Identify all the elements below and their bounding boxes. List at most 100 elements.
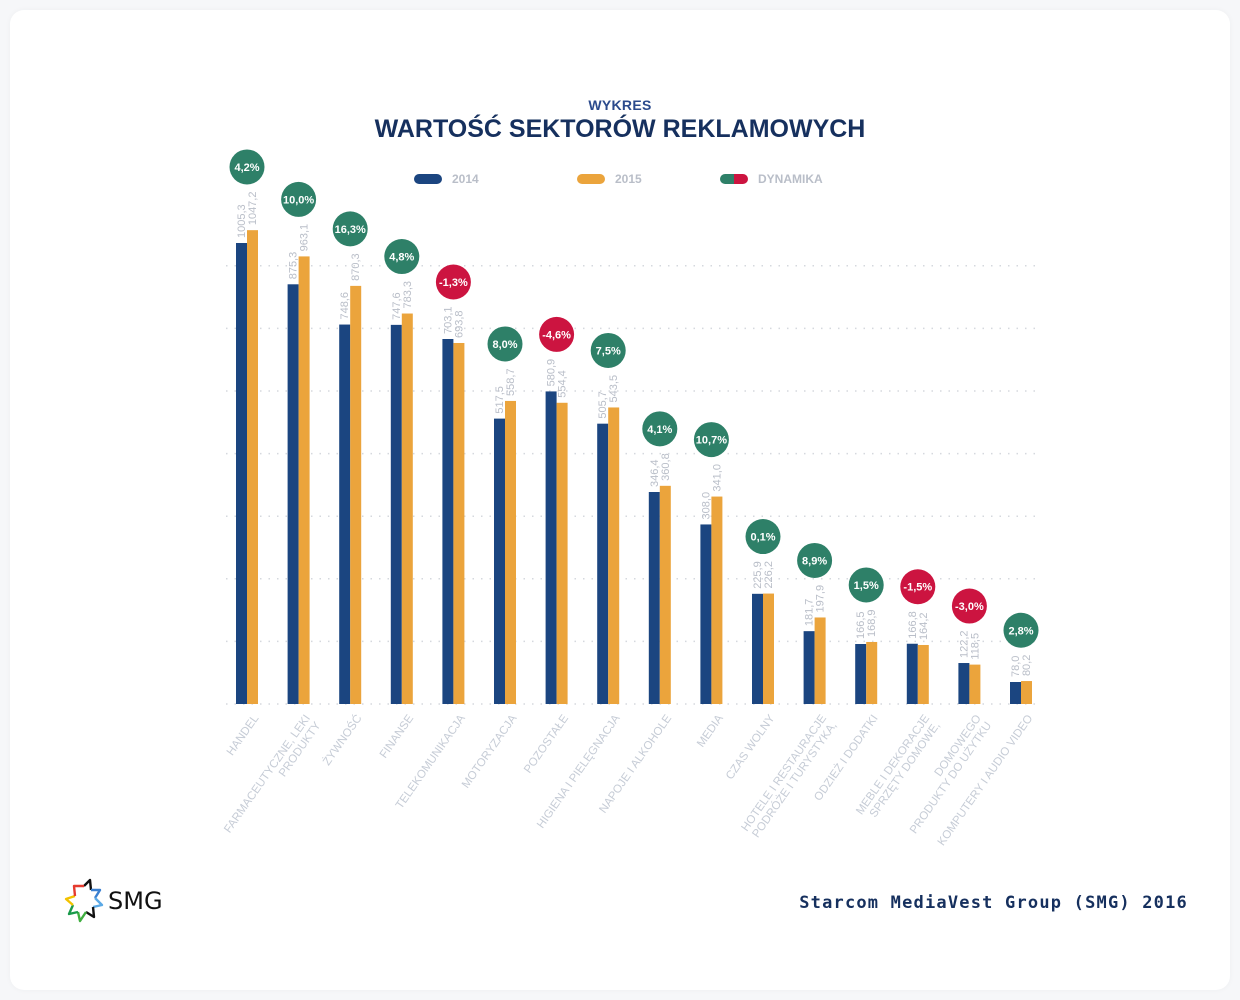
dynamics-bubble xyxy=(951,588,987,624)
dynamics-bubble xyxy=(745,519,781,555)
bar-2014 xyxy=(803,631,815,704)
value-label-2014: 166,5 xyxy=(855,611,867,639)
source-credit: Starcom MediaVest Group (SMG) 2016 xyxy=(799,893,1188,913)
dynamics-label: 4,1% xyxy=(647,424,672,436)
legend-swatch-2014 xyxy=(414,174,442,184)
bar-2014 xyxy=(390,324,402,704)
bar-2014 xyxy=(906,643,918,704)
bar-2015 xyxy=(247,230,258,705)
bar-2014 xyxy=(494,418,505,704)
category-label: HOTELE I RESTAURACJE xyxy=(739,713,829,834)
legend-label-2014: 2014 xyxy=(452,172,479,186)
legend-item-2015: 2015 xyxy=(577,172,642,186)
legend-label-dynamika: DYNAMIKA xyxy=(758,172,823,186)
value-label-2015: 543,5 xyxy=(608,375,620,403)
value-label-2015: 558,7 xyxy=(505,368,517,396)
category-label: ŻYWNOŚĆ xyxy=(320,712,364,768)
legend-item-2014: 2014 xyxy=(414,172,479,186)
dynamics-label: 16,3% xyxy=(335,224,366,236)
value-label-2014: 580,9 xyxy=(546,359,558,387)
bar-2015 xyxy=(917,644,929,704)
legend-swatch-dynamika xyxy=(720,174,748,184)
bar-2014 xyxy=(648,492,660,704)
legend-label-2015: 2015 xyxy=(615,172,642,186)
value-label-2014: 747,6 xyxy=(391,292,403,320)
value-label-2014: 181,7 xyxy=(804,599,816,627)
dynamics-bubble xyxy=(1003,612,1039,648)
bar-2014 xyxy=(287,284,299,704)
category-label: POZOSTAŁE xyxy=(522,713,571,776)
dynamics-bubble xyxy=(848,567,884,603)
category-label: MOTORYZACJA xyxy=(460,713,520,791)
bar-2015 xyxy=(298,256,310,704)
value-label-2015: 341,0 xyxy=(711,464,723,492)
bar-2015 xyxy=(814,617,826,704)
dynamics-bubble xyxy=(900,569,936,605)
dynamics-bubble xyxy=(797,542,833,578)
bar-2015 xyxy=(350,285,362,704)
dynamics-bubble xyxy=(693,422,729,458)
star-logo-icon xyxy=(64,878,104,923)
value-label-2015: 963,1 xyxy=(299,224,311,252)
bar-2015 xyxy=(969,664,981,704)
dynamics-bubble xyxy=(281,181,317,217)
dynamics-label: -1,3% xyxy=(439,277,468,289)
value-label-2014: 78,0 xyxy=(1010,656,1022,677)
value-label-2014: 517,5 xyxy=(494,386,506,414)
value-label-2014: 346,4 xyxy=(649,459,661,487)
legend-swatch-2015 xyxy=(577,174,605,184)
chart-card xyxy=(10,10,1230,990)
dynamics-bubble xyxy=(229,149,265,185)
dynamics-label: -4,6% xyxy=(542,329,571,341)
category-label: CZAS WOLNY xyxy=(724,713,778,782)
value-label-2014: 225,9 xyxy=(752,561,764,589)
category-label: HANDEL xyxy=(225,712,262,758)
bar-2015 xyxy=(866,641,878,704)
dynamics-bubble xyxy=(539,316,575,352)
value-label-2015: 168,9 xyxy=(866,609,878,637)
value-label-2014: 1005,3 xyxy=(236,204,248,238)
bar-2014 xyxy=(1010,682,1021,704)
bar-2014 xyxy=(958,663,970,704)
dynamics-bubble xyxy=(384,239,420,275)
category-label: FARMACEUTYCZNE, LEKI xyxy=(222,713,313,836)
value-label-2014: 505,7 xyxy=(597,391,609,419)
bar-2014 xyxy=(597,423,609,704)
bar-2015 xyxy=(608,407,620,704)
bar-2014 xyxy=(442,339,454,704)
bar-2015 xyxy=(556,402,568,704)
category-label: FINANSE xyxy=(378,713,417,761)
dynamics-label: 4,8% xyxy=(389,252,414,264)
value-label-2015: 360,8 xyxy=(660,453,672,481)
dynamics-bubble xyxy=(332,211,368,247)
bar-2014 xyxy=(752,593,763,704)
bar-2014 xyxy=(236,243,247,704)
bar-2014 xyxy=(339,324,351,704)
logo-text: SMG xyxy=(108,887,163,915)
chart-title: WARTOŚĆ SEKTORÓW REKLAMOWYCH xyxy=(374,115,866,143)
dynamics-bubble xyxy=(487,326,523,362)
bar-2015 xyxy=(401,313,413,704)
dynamics-bubble xyxy=(435,264,471,300)
dynamics-label: 10,0% xyxy=(283,194,314,206)
dynamics-label: 4,2% xyxy=(234,162,259,174)
value-label-2015: 226,2 xyxy=(763,561,775,589)
chart-subtitle: WYKRES xyxy=(588,97,652,113)
value-label-2014: 122,2 xyxy=(958,630,970,658)
dynamics-bubble xyxy=(590,332,626,368)
value-label-2015: 870,3 xyxy=(350,253,362,281)
value-label-2015: 197,9 xyxy=(815,585,827,613)
value-label-2015: 554,4 xyxy=(557,370,569,398)
legend-item-dynamika: DYNAMIKA xyxy=(720,172,823,186)
bar-2015 xyxy=(453,342,465,704)
dynamics-label: 0,1% xyxy=(750,532,775,544)
dynamics-label: 7,5% xyxy=(596,345,621,357)
value-label-2015: 118,5 xyxy=(969,633,981,660)
dynamics-label: -1,5% xyxy=(903,582,932,594)
bar-2014 xyxy=(545,391,557,704)
value-label-2014: 703,1 xyxy=(442,306,454,334)
value-label-2014: 308,0 xyxy=(700,492,712,520)
value-label-2014: 748,6 xyxy=(339,292,351,320)
dynamics-label: -3,0% xyxy=(955,601,984,613)
